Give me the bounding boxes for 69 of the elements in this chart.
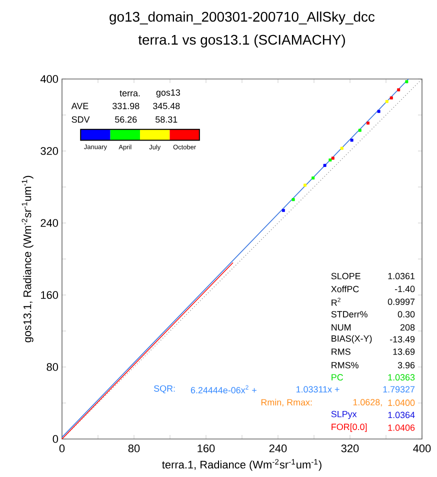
- annotation: FOR[0.0]: [332, 423, 367, 432]
- annotation: 3.96: [398, 362, 415, 368]
- point: [328, 158, 332, 162]
- x-tick-label: 80: [128, 444, 140, 452]
- annotation: 1.0364: [388, 412, 415, 418]
- point: [304, 184, 306, 187]
- chart-subtitle: terra.1 vs gos13.1 (SCIAMACHY): [138, 34, 345, 48]
- point: [323, 164, 326, 167]
- annotation: 1.03311x +: [296, 386, 340, 392]
- y-tick-label: 320: [40, 147, 58, 155]
- annotation: 208: [400, 324, 415, 331]
- annotation: 6.24444e-06x$^{2}$ +: [190, 385, 256, 394]
- y-tick-label: 400: [40, 75, 58, 83]
- annotation: -13.49: [390, 336, 415, 342]
- chart-title: go13_domain_200301-200710_AllSky_dcc: [110, 11, 375, 24]
- annotation: SLOPE: [331, 272, 360, 280]
- point: [331, 156, 334, 160]
- point: [405, 80, 408, 84]
- point: [312, 176, 315, 180]
- annotation: gos13: [156, 89, 180, 98]
- annotation: 331.98: [112, 102, 140, 110]
- annotation: Rmin, Rmax:: [261, 398, 312, 407]
- annotation: XoffPC: [331, 286, 359, 292]
- y-tick-label: 240: [40, 219, 58, 227]
- annotation: terra.: [120, 90, 140, 96]
- annotation: 56.26: [115, 116, 137, 123]
- annotation: -1.40: [394, 286, 415, 292]
- x-tick-label: 0: [59, 444, 65, 452]
- y-tick-label: 80: [46, 363, 58, 371]
- point: [366, 122, 370, 125]
- point: [358, 128, 362, 132]
- x-tick-label: 320: [341, 444, 359, 452]
- point: [390, 96, 393, 100]
- y-tick-label: 160: [41, 291, 58, 299]
- annotation: SQR:: [154, 385, 175, 394]
- annotation: RMS%: [332, 362, 358, 368]
- point: [292, 198, 295, 202]
- annotation: 345.48: [153, 102, 180, 110]
- annotation: R$^{2}$: [332, 298, 340, 306]
- x-axis-title: terra.1, Radiance (Wm$^{-2}$sr$^{-1}$um$^{-1}$): [162, 459, 322, 471]
- annotation: 1.0628,: [353, 399, 382, 406]
- point: [397, 88, 400, 92]
- annotation: 0.30: [398, 311, 415, 318]
- annotation: 1.79327: [383, 386, 415, 392]
- annotation: SDV: [72, 116, 90, 123]
- annotation: 58.31: [156, 116, 178, 123]
- point: [282, 208, 285, 212]
- annotation: NUM: [332, 324, 351, 331]
- annotation: 0.9997: [388, 298, 415, 305]
- point: [385, 100, 388, 103]
- annotation: 1.0400: [388, 400, 415, 406]
- annotation: RMS: [332, 348, 350, 355]
- annotation: 1.0406: [388, 424, 415, 431]
- annotation: AVE: [71, 102, 88, 110]
- y-tick-label: 0: [52, 435, 58, 443]
- point: [340, 146, 344, 150]
- annotation: BIAS(X-Y): [332, 335, 372, 344]
- x-tick-label: 400: [413, 444, 431, 452]
- x-tick-label: 160: [198, 444, 215, 452]
- annotation: SLPyx: [331, 410, 357, 420]
- point: [350, 138, 354, 142]
- y-axis-title: gos13.1, Radiance (Wm$^{-2}$sr$^{-1}$um$^{-1}$): [22, 176, 34, 342]
- annotation: 13.69: [393, 348, 415, 355]
- point: [377, 110, 380, 113]
- x-tick-label: 240: [269, 444, 287, 452]
- annotation: 1.0363: [388, 374, 415, 381]
- annotation: PC: [332, 374, 344, 381]
- annotation: 1.0361: [388, 272, 415, 280]
- annotation: STDerr%: [331, 311, 368, 318]
